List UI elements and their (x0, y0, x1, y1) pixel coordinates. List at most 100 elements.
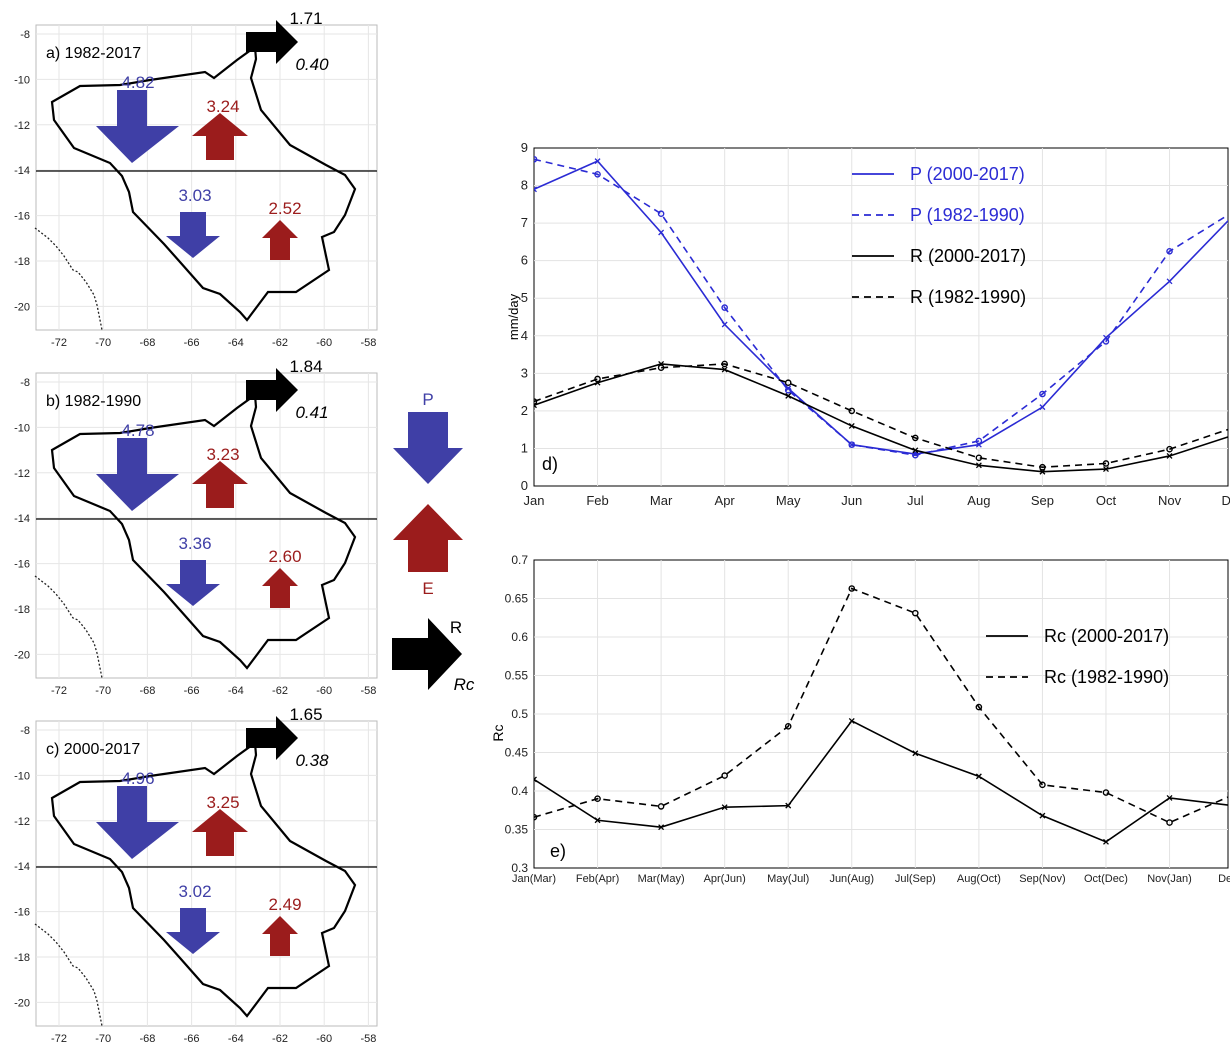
e-south-arrow (262, 916, 298, 956)
y-tick-label: 5 (521, 290, 528, 305)
series-marker (534, 398, 538, 405)
series-marker (975, 462, 982, 469)
p-south-arrow (166, 560, 220, 606)
map-y-tick: -14 (14, 513, 30, 525)
y-tick-label: 0.65 (505, 592, 529, 606)
series-marker (785, 385, 792, 392)
series-marker (1166, 819, 1173, 826)
legend-label: R (2000-2017) (910, 246, 1026, 266)
series-marker (534, 155, 538, 163)
r-arrow (246, 368, 298, 412)
e-south-value: 2.60 (268, 547, 301, 566)
x-tick-label: Nov(Jan) (1147, 873, 1192, 885)
map-x-tick: -64 (228, 1033, 244, 1045)
y-tick-label: 7 (521, 215, 528, 230)
x-tick-label: Sep(Nov) (1019, 873, 1065, 885)
chart-e-ticks: Jan(Mar) Feb(Apr) Mar(May) Apr(Jun) May(Jul)… (505, 553, 1230, 885)
chart-d-series (534, 155, 1228, 475)
map-x-tick: -66 (184, 685, 200, 697)
series-marker (1102, 338, 1110, 345)
e-south-value: 2.49 (268, 895, 301, 914)
map-x-tick: -62 (272, 337, 288, 349)
series-line-2 (534, 363, 1228, 473)
map-panel-label: c) 2000-2017 (46, 741, 140, 758)
map-y-tick: -10 (14, 422, 30, 434)
map-x-tick: -72 (51, 685, 67, 697)
series-marker (912, 750, 919, 757)
series-marker (1039, 463, 1046, 471)
chart-d: Jan Feb Mar Apr May Jun Jul Aug Sep Oct Nov Dec 0 1 2 3… (506, 140, 1230, 508)
series-marker (1166, 445, 1173, 453)
series-line-1 (534, 158, 1228, 457)
series-marker (784, 379, 792, 387)
map-x-tick: -68 (139, 1033, 155, 1045)
x-tick-label: May (776, 493, 801, 508)
chart-e-legend: Rc (2000-2017) Rc (1982-1990) (986, 626, 1169, 687)
x-tick-label: Mar (650, 493, 673, 508)
series-marker (1166, 278, 1173, 285)
y-tick-label: 0.7 (511, 553, 528, 567)
series-marker (848, 717, 855, 724)
map-x-tick: -70 (95, 1033, 111, 1045)
x-tick-label: Aug(Oct) (957, 873, 1001, 885)
x-tick-label: Jul (907, 493, 924, 508)
series-marker (721, 804, 728, 811)
map-panel-c: -72 -70 -68 -66 -64 -62 -60 -58 -8 -10 -12 -14 -16 -1… (14, 705, 378, 1045)
x-tick-label: Jan (524, 493, 545, 508)
y-tick-label: 0.35 (505, 823, 529, 837)
e-north-value: 3.24 (206, 97, 239, 116)
y-tick-label: 0.55 (505, 669, 529, 683)
map-y-tick: -20 (14, 997, 30, 1009)
legend-r-arrow (392, 618, 462, 690)
series-marker (1039, 781, 1046, 789)
y-tick-label: 0.5 (511, 707, 528, 721)
series-line-3 (534, 363, 1228, 469)
map-panels: -72 -70 -68 -66 -64 -62 -60 -58 -8 -10 -12 -14 -16 -1… (14, 9, 378, 1045)
chart-d-panel-label: d) (542, 454, 558, 474)
e-north-value: 3.23 (206, 445, 239, 464)
legend-e-arrow (393, 504, 463, 572)
p-north-arrow (96, 438, 179, 511)
series-marker (594, 170, 601, 178)
x-tick-label: Aug (967, 493, 990, 508)
map-x-tick: -60 (316, 685, 332, 697)
series-line-0 (534, 719, 1228, 843)
map-y-tick: -18 (14, 604, 30, 616)
map-x-tick: -64 (228, 337, 244, 349)
series-marker (721, 360, 728, 368)
y-tick-label: 4 (521, 328, 528, 343)
map-basin-outline (50, 392, 357, 670)
series-marker (1102, 460, 1110, 467)
x-tick-label: Dec (1222, 493, 1230, 508)
p-south-value: 3.02 (178, 882, 211, 901)
map-y-tick: -20 (14, 301, 30, 313)
chart-d-ylabel: mm/day (506, 293, 521, 340)
map-panel-label: a) 1982-2017 (46, 45, 141, 62)
arrow-legend: P E R Rc (392, 390, 475, 694)
series-marker (594, 158, 601, 165)
map-x-tick: -60 (316, 337, 332, 349)
map-y-tick: -20 (14, 649, 30, 661)
e-north-arrow (192, 809, 248, 856)
legend-label: Rc (1982-1990) (1044, 667, 1169, 687)
series-marker (784, 723, 792, 730)
map-x-tick: -64 (228, 685, 244, 697)
legend-label: P (2000-2017) (910, 164, 1025, 184)
y-tick-label: 6 (521, 253, 528, 268)
x-tick-label: Feb (586, 493, 608, 508)
series-marker (721, 772, 728, 779)
chart-d-legend: P (2000-2017) P (1982-1990) R (2000-2017) R… (852, 164, 1026, 307)
r-value: 1.84 (289, 357, 322, 376)
p-north-value: 4.96 (121, 769, 154, 788)
e-south-value: 2.52 (268, 199, 301, 218)
p-north-arrow (96, 786, 179, 859)
y-tick-label: 0.45 (505, 746, 529, 760)
series-marker (1103, 838, 1109, 845)
y-tick-label: 3 (521, 365, 528, 380)
series-marker (534, 813, 538, 821)
map-x-tick: -60 (316, 1033, 332, 1045)
p-south-arrow (166, 908, 220, 954)
series-marker (785, 392, 792, 399)
y-tick-label: 0.4 (511, 784, 528, 798)
p-south-value: 3.03 (178, 186, 211, 205)
